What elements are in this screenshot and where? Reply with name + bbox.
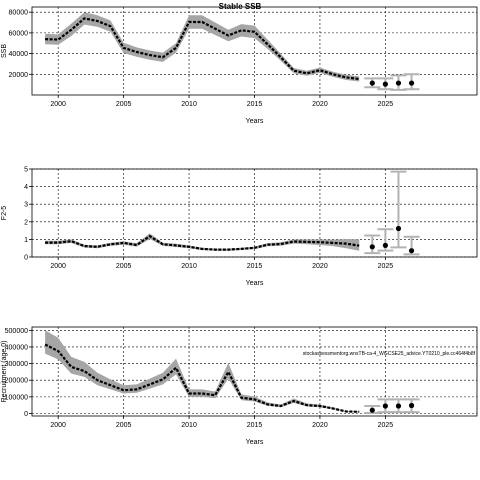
x-tick-label: 2015 xyxy=(247,422,263,429)
x-tick-label: 2000 xyxy=(50,422,66,429)
x-axis-title: Years xyxy=(246,439,264,446)
confidence-band xyxy=(45,330,360,413)
source-annotation: stockassessmentorg.wnsTB-ca-4_WGCSE25_ad… xyxy=(303,351,476,357)
x-tick-label: 2025 xyxy=(378,101,394,108)
y-tick-label: 60000 xyxy=(9,30,29,37)
y-tick-label: 80000 xyxy=(9,10,29,17)
y-tick-label: 200000 xyxy=(5,378,28,385)
x-tick-label: 2010 xyxy=(181,101,197,108)
x-axis-title: Years xyxy=(246,118,264,125)
y-tick-label: 0 xyxy=(24,255,28,262)
y-tick-label: 0 xyxy=(24,411,28,418)
x-tick-label: 2015 xyxy=(247,263,263,270)
projection-point xyxy=(408,402,415,409)
x-tick-label: 2020 xyxy=(312,101,328,108)
x-tick-label: 2025 xyxy=(378,422,394,429)
x-tick-label: 2000 xyxy=(50,101,66,108)
y-axis-title: SSB xyxy=(1,44,8,58)
panel-ssb: 2000 2005 2010 2015 2020 2025 20000 40000 60000 8… xyxy=(1,6,478,125)
estimate-line xyxy=(45,17,360,81)
x-tick-label: 2020 xyxy=(312,263,328,270)
y-tick-label: 100000 xyxy=(5,394,28,401)
y-axis-title: F2-5 xyxy=(1,206,8,221)
x-tick-label: 2005 xyxy=(116,101,132,108)
projection-point xyxy=(382,403,388,409)
x-tick-label: 2005 xyxy=(116,422,132,429)
x-tick-label: 2005 xyxy=(116,263,132,270)
y-tick-label: 1 xyxy=(24,237,28,244)
projection-point xyxy=(369,244,375,250)
projection-point xyxy=(395,403,402,409)
figure-title: Stable SSB xyxy=(219,2,262,11)
projection-point xyxy=(382,81,388,87)
y-tick-label: 500000 xyxy=(5,328,28,335)
projection-point xyxy=(408,80,415,86)
chart-panels: 2000 2005 2010 2015 2020 20252000040000600008… xyxy=(1,6,478,446)
y-tick-label: 400000 xyxy=(5,344,28,351)
x-tick-label: 2020 xyxy=(312,422,328,429)
panel-f: 2000 2005 2010 2015 2020 2025 0 1 2 3 4 5 Years F2-5 xyxy=(1,167,478,287)
projection-point xyxy=(369,407,375,413)
y-tick-label: 20000 xyxy=(9,72,29,79)
y-tick-label: 300000 xyxy=(5,361,28,368)
projection-point xyxy=(382,242,388,248)
estimate-line xyxy=(44,343,360,413)
x-tick-label: 2010 xyxy=(181,422,197,429)
x-tick-label: 2015 xyxy=(247,101,263,108)
x-tick-label: 2000 xyxy=(50,263,66,270)
y-tick-label: 4 xyxy=(24,184,28,191)
x-axis-title: Years xyxy=(246,280,264,287)
y-tick-label: 3 xyxy=(24,202,28,209)
panel-recruitment: 2000 2005 2010 2015 2020 2025 0 100000 200000 300… xyxy=(1,326,478,446)
y-axis-title: Recruitment (age 0) xyxy=(1,341,8,403)
y-tick-label: 5 xyxy=(24,167,28,174)
projection-point xyxy=(395,225,402,232)
y-tick-label: 40000 xyxy=(9,51,29,58)
x-tick-label: 2025 xyxy=(378,263,394,270)
x-tick-label: 2010 xyxy=(181,263,197,270)
projection-point xyxy=(408,248,415,254)
estimate-line xyxy=(45,234,360,251)
confidence-band xyxy=(45,12,360,82)
y-tick-label: 2 xyxy=(24,219,28,226)
projection-point xyxy=(369,80,375,86)
projection-point xyxy=(395,80,402,86)
